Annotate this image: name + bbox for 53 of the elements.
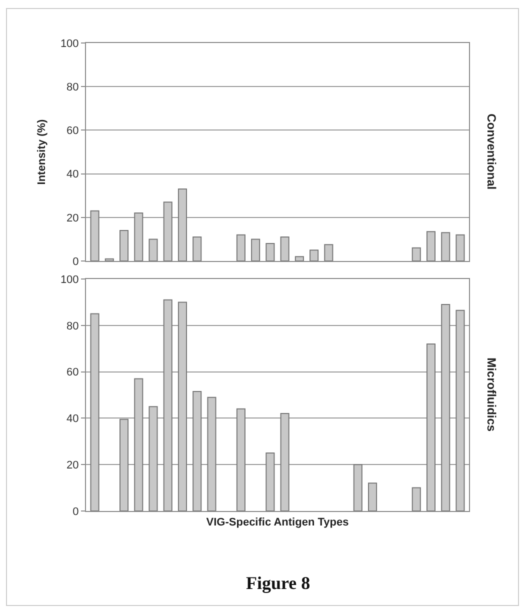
bar	[236, 234, 246, 261]
bar	[236, 408, 246, 511]
bar	[192, 236, 202, 261]
bar	[192, 391, 202, 511]
y-tick-label: 20	[66, 459, 79, 472]
y-tick-label: 60	[66, 125, 79, 138]
bar	[266, 243, 275, 261]
x-axis-title: VIG-Specific Antigen Types	[206, 516, 349, 529]
bar	[280, 236, 290, 261]
y-tick-label: 40	[66, 413, 79, 426]
bar	[207, 396, 216, 511]
bar	[251, 238, 260, 261]
bar	[412, 247, 421, 261]
bar	[178, 188, 187, 261]
bar	[148, 238, 158, 261]
y-tick-label: 20	[66, 212, 79, 224]
bar	[119, 418, 129, 511]
bar	[426, 231, 436, 261]
bar	[456, 310, 465, 511]
y-tick-label: 80	[66, 320, 79, 332]
bar	[148, 406, 158, 511]
y-tick-label: 60	[66, 366, 79, 379]
bar	[324, 244, 334, 261]
y-tick-label: 0	[72, 506, 79, 518]
bar	[368, 482, 378, 511]
y-tick-label: 0	[72, 256, 79, 268]
y2-axis-title: Microfluidics	[484, 358, 498, 432]
bar	[310, 250, 319, 261]
bar	[163, 202, 172, 261]
y-tick-label: 80	[66, 81, 79, 94]
bar	[456, 234, 465, 261]
bar	[90, 210, 100, 261]
bar	[294, 256, 304, 261]
bar	[266, 452, 275, 511]
bar	[163, 299, 172, 511]
bar	[280, 413, 290, 511]
bar	[426, 343, 436, 511]
caption: Figure 8	[246, 573, 310, 593]
bar	[178, 302, 187, 511]
bar	[441, 304, 450, 511]
bar	[134, 378, 144, 511]
bar	[134, 212, 144, 261]
bar	[119, 230, 129, 261]
bar	[90, 313, 100, 511]
bar	[412, 487, 421, 511]
y-axis-title: Intensity (%)	[36, 118, 48, 185]
bar	[104, 258, 114, 261]
y-tick-label: 100	[60, 274, 79, 286]
y-tick-label: 40	[66, 168, 79, 181]
bar	[353, 464, 362, 511]
bar	[441, 232, 450, 261]
y2-axis-title: Conventional	[484, 114, 498, 190]
y-tick-label: 100	[60, 38, 79, 50]
